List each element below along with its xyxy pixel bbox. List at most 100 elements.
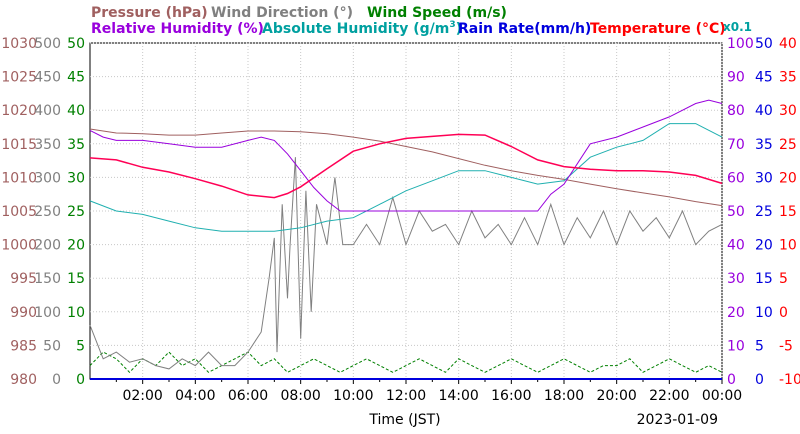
y-tick-label-rain-rate: 30 xyxy=(755,170,773,186)
legend-wind-direction: Wind Direction (°) xyxy=(211,5,353,21)
x-tick-label: 16:00 xyxy=(491,388,531,404)
y-tick-label-temperature: 20 xyxy=(779,170,797,186)
y-tick-label-rain-rate: 0 xyxy=(755,372,764,388)
x-tick-label: 06:00 xyxy=(228,388,268,404)
legend-rain-rate: Rain Rate(mm/h) xyxy=(458,21,591,37)
y-tick-label-temperature: 5 xyxy=(779,271,788,287)
y-tick-label-humidity: 80 xyxy=(727,103,745,119)
axes-group: 02:00 04:00 06:00 08:00 10:00 12:00 14:00 16:00… xyxy=(1,36,800,404)
y-tick-label-wind-direction: 300 xyxy=(34,170,61,186)
y-tick-label-humidity: 30 xyxy=(727,271,745,287)
y-tick-label-wind-speed: 5 xyxy=(76,338,85,354)
x-tick-label: 02:00 xyxy=(122,388,162,404)
y-tick-label-rain-rate: 15 xyxy=(755,271,773,287)
y-tick-label-wind-direction: 150 xyxy=(34,271,61,287)
y-tick-label-wind-direction: 450 xyxy=(34,70,61,86)
x-tick-label: 22:00 xyxy=(649,388,689,404)
y-tick-label-temperature: -5 xyxy=(779,338,793,354)
legend-relative-humidity: Relative Humidity (%) xyxy=(91,21,264,37)
legend-absolute-humidity: Absolute Humidity (g/m3) xyxy=(262,20,462,37)
series-wind-speed xyxy=(89,351,723,374)
y-tick-label-wind-direction: 0 xyxy=(52,372,61,388)
y-tick-label-pressure: 1025 xyxy=(1,70,37,86)
y-tick-label-wind-direction: 200 xyxy=(34,238,61,254)
legend-absolute-humidity-tail: ) xyxy=(456,21,462,37)
x-tick-label: 18:00 xyxy=(544,388,584,404)
y-tick-label-wind-speed: 40 xyxy=(67,103,85,119)
y-tick-label-humidity: 0 xyxy=(727,372,736,388)
series-relative-humidity xyxy=(89,99,723,212)
plot-group xyxy=(89,99,723,380)
y-tick-label-pressure: 1030 xyxy=(1,36,37,52)
y-tick-label-temperature: 35 xyxy=(779,70,797,86)
y-tick-label-wind-speed: 25 xyxy=(67,204,85,220)
y-tick-label-wind-direction: 500 xyxy=(34,36,61,52)
y-tick-label-temperature: 0 xyxy=(779,305,788,321)
y-tick-label-rain-rate: 25 xyxy=(755,204,773,220)
y-tick-label-wind-direction: 50 xyxy=(43,338,61,354)
y-tick-label-rain-rate: 35 xyxy=(755,137,773,153)
y-tick-label-temperature: 15 xyxy=(779,204,797,220)
x-tick-label: 10:00 xyxy=(333,388,373,404)
y-tick-label-humidity: 20 xyxy=(727,305,745,321)
y-tick-label-wind-direction: 350 xyxy=(34,137,61,153)
y-tick-label-pressure: 1010 xyxy=(1,170,37,186)
y-tick-label-wind-speed: 0 xyxy=(76,372,85,388)
y-tick-label-wind-direction: 400 xyxy=(34,103,61,119)
x-tick-label: 04:00 xyxy=(175,388,215,404)
y-tick-label-pressure: 990 xyxy=(10,305,37,321)
date-label: 2023-01-09 xyxy=(637,412,718,428)
y-tick-label-humidity: 60 xyxy=(727,170,745,186)
y-tick-label-wind-direction: 250 xyxy=(34,204,61,220)
x-tick-label: 08:00 xyxy=(280,388,320,404)
y-tick-label-pressure: 1015 xyxy=(1,137,37,153)
legend-temperature: Temperature (°C) xyxy=(590,21,726,37)
y-tick-label-humidity: 10 xyxy=(727,338,745,354)
y-tick-label-wind-speed: 10 xyxy=(67,305,85,321)
y-tick-label-pressure: 985 xyxy=(10,338,37,354)
y-tick-label-rain-rate: 50 xyxy=(755,36,773,52)
legend-pressure: Pressure (hPa) xyxy=(91,5,208,21)
y-tick-label-humidity: 50 xyxy=(727,204,745,220)
y-tick-label-pressure: 1005 xyxy=(1,204,37,220)
y-tick-label-pressure: 995 xyxy=(10,271,37,287)
x-axis-label: Time (JST) xyxy=(368,412,440,428)
y-tick-label-humidity: 40 xyxy=(727,238,745,254)
series-wind-direction xyxy=(89,157,723,370)
y-tick-label-wind-speed: 30 xyxy=(67,170,85,186)
y-tick-label-temperature: 30 xyxy=(779,103,797,119)
series-absolute-humidity xyxy=(89,123,723,232)
y-tick-label-humidity: 100 xyxy=(727,36,754,52)
y-tick-label-temperature: 25 xyxy=(779,137,797,153)
x-tick-label: 20:00 xyxy=(596,388,636,404)
y-tick-label-rain-rate: 10 xyxy=(755,305,773,321)
y-tick-label-wind-speed: 20 xyxy=(67,238,85,254)
y-tick-label-rain-rate: 40 xyxy=(755,103,773,119)
x-tick-label: 14:00 xyxy=(438,388,478,404)
y-tick-label-wind-speed: 15 xyxy=(67,271,85,287)
legend-wind-speed: Wind Speed (m/s) xyxy=(367,5,507,21)
y-tick-label-temperature: 10 xyxy=(779,238,797,254)
y-tick-label-humidity: 70 xyxy=(727,137,745,153)
y-tick-label-rain-rate: 45 xyxy=(755,70,773,86)
series-pressure xyxy=(89,128,723,207)
y-tick-label-wind-speed: 45 xyxy=(67,70,85,86)
y-tick-label-rain-rate: 20 xyxy=(755,238,773,254)
y-tick-label-temperature: 40 xyxy=(779,36,797,52)
legend-absolute-humidity-label: Absolute Humidity (g/m xyxy=(262,21,449,37)
y-tick-label-rain-rate: 5 xyxy=(755,338,764,354)
y-tick-label-pressure: 980 xyxy=(10,372,37,388)
x-tick-label: 00:00 xyxy=(702,388,742,404)
y-tick-label-pressure: 1020 xyxy=(1,103,37,119)
abs-humidity-scale-label: x0.1 xyxy=(723,20,752,34)
series-temperature xyxy=(89,133,723,199)
y-tick-label-humidity: 90 xyxy=(727,70,745,86)
y-tick-label-wind-speed: 35 xyxy=(67,137,85,153)
y-tick-label-wind-speed: 50 xyxy=(67,36,85,52)
y-tick-label-wind-direction: 100 xyxy=(34,305,61,321)
legend-absolute-humidity-sup: 3 xyxy=(449,20,455,30)
y-tick-label-pressure: 1000 xyxy=(1,238,37,254)
x-tick-label: 12:00 xyxy=(386,388,426,404)
